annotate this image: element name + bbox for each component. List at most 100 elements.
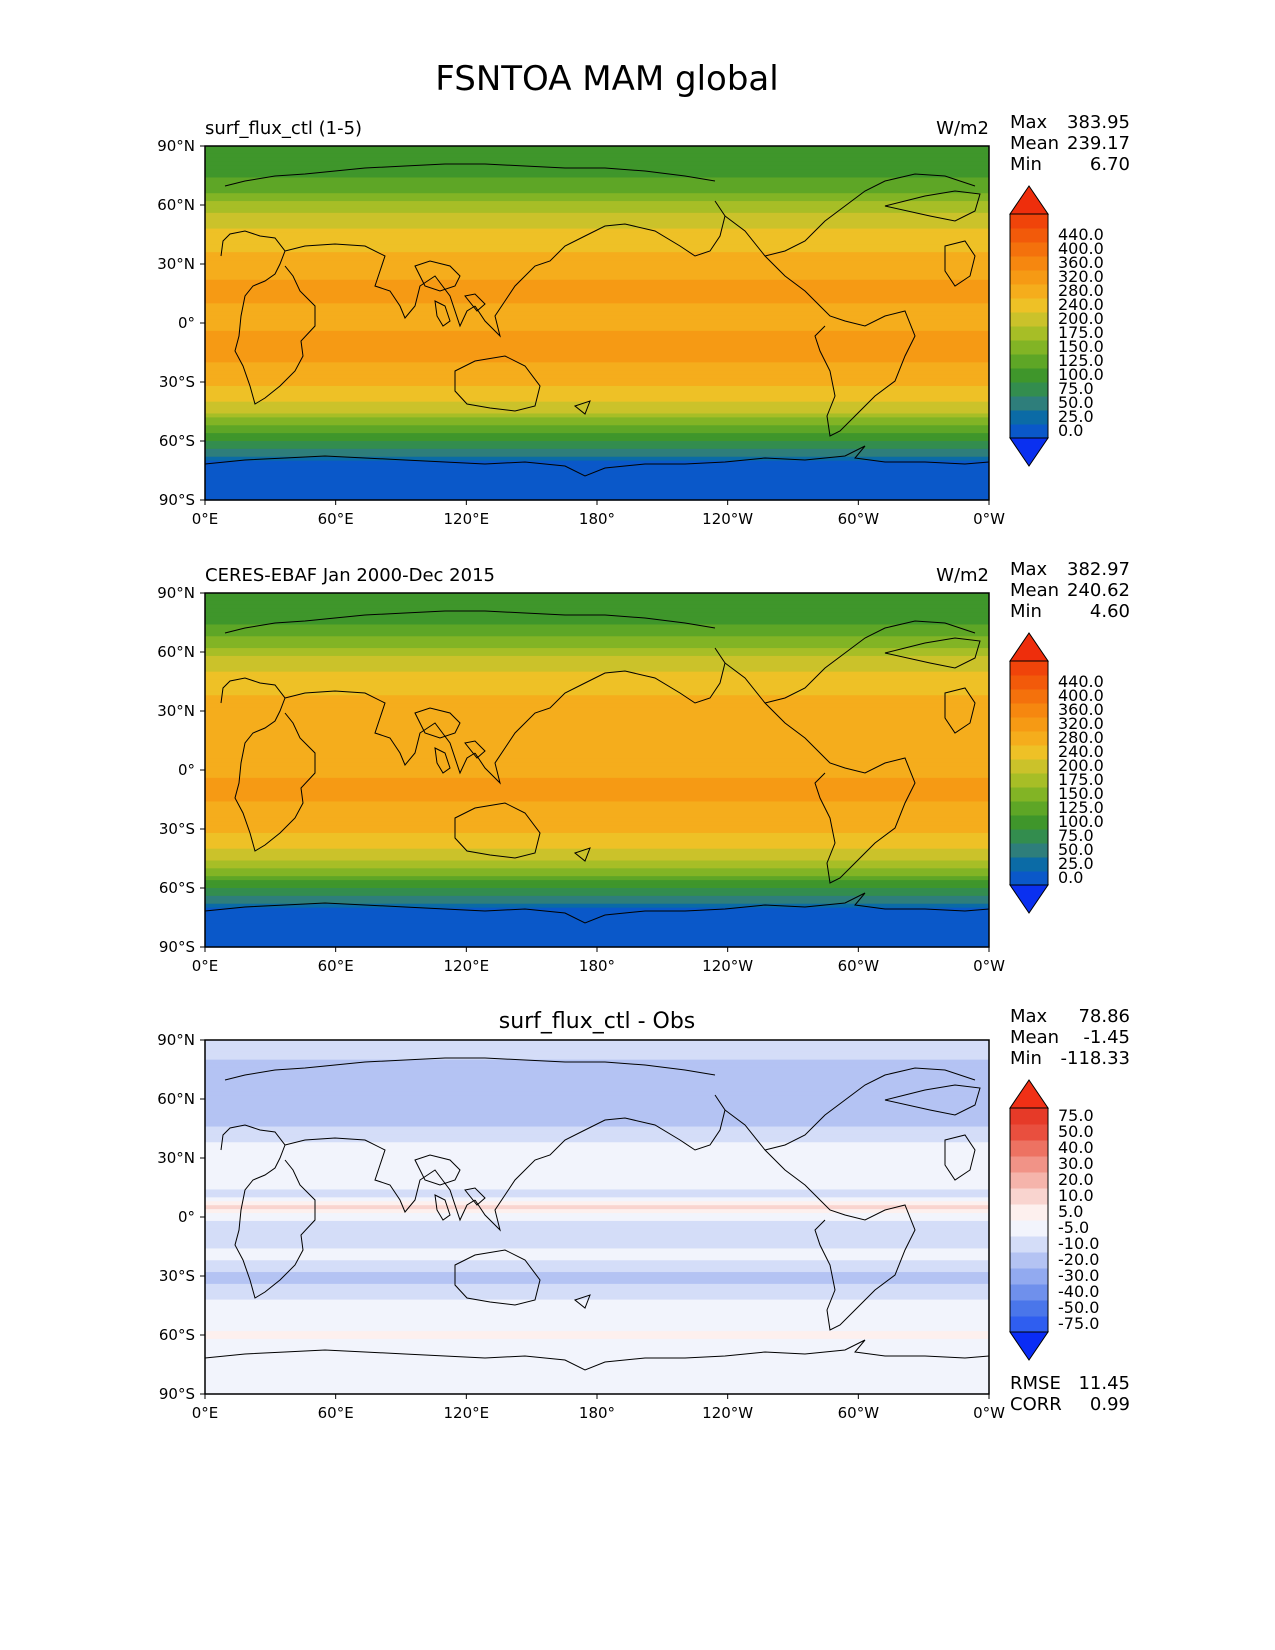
field-band [205,429,989,434]
stat-label: Max [1010,559,1048,580]
colorbar-swatch [1010,731,1048,746]
field-band [205,1095,989,1100]
field-band [205,655,989,661]
field-band [205,267,989,273]
field-band [205,1354,989,1360]
field-band [205,793,989,799]
map-panel-1: surf_flux_ctl (1-5) W/m2 0°E 60°E 120°E 180° 1… [157,112,1130,528]
colorbar-tick-label: 240.0 [1058,295,1104,314]
colorbar-swatch [1010,298,1048,313]
field-band [205,1232,989,1238]
field-band [205,1134,989,1139]
y-tick-label: 30°N [157,702,195,720]
field-band [205,244,989,249]
field-band [205,891,989,897]
field-band [205,291,989,297]
field-band [205,1099,989,1104]
field-band [205,809,989,814]
x-tick-label: 60°W [838,510,880,528]
field-band [205,1248,989,1253]
field-band [205,730,989,736]
colorbar-swatch [1010,382,1048,397]
y-tick-label: 30°S [159,820,195,838]
y-tick-label: 60°N [157,196,195,214]
field-band [205,1323,989,1328]
field-band [205,939,989,944]
field-band [205,644,989,649]
field-band [205,1327,989,1332]
colorbar-extend-max [1009,632,1049,662]
y-tick-label: 60°S [159,1326,195,1344]
field-band [205,766,989,771]
field-band [205,260,989,265]
field-band [205,1185,989,1191]
field-band [205,880,989,885]
x-tick-label: 120°E [444,1404,490,1422]
field-band [205,397,989,403]
colorbar-tick-label: 10.0 [1058,1186,1094,1205]
field-band [205,832,989,838]
field-band [205,338,989,344]
colorbar-frame [1009,1107,1049,1333]
colorbar-swatch [1010,1172,1048,1189]
colorbar-tick-label: 240.0 [1058,742,1104,761]
x-tick-label: 60°E [318,510,354,528]
field-band [205,1256,989,1261]
stat-label: Min [1010,1048,1042,1069]
y-tick-label: 30°S [159,373,195,391]
field-band [205,1311,989,1316]
colorbar-tick-label: 175.0 [1058,770,1104,789]
field-band [205,711,989,716]
field-band [205,652,989,657]
colorbar-swatch [1010,410,1048,425]
colorbar-tick-label: -50.0 [1058,1298,1099,1317]
colorbar-swatch [1010,1124,1048,1141]
field-band [205,1087,989,1092]
field-band [205,593,989,598]
x-tick-label: 60°W [838,1404,880,1422]
field-band [205,492,989,497]
field-band [205,903,989,909]
colorbar-tick-label: 125.0 [1058,798,1104,817]
field-band [205,472,989,477]
field-band [205,413,989,418]
colorbar-tick-label: -30.0 [1058,1266,1099,1285]
field-band [205,746,989,751]
field-band [205,205,989,210]
colorbar-tick-label: 200.0 [1058,756,1104,775]
field-band [205,232,989,238]
colorbar-extend-max [1009,185,1049,215]
colorbar-swatch [1010,396,1048,411]
colorbar-swatch [1010,424,1048,439]
field-band [205,1374,989,1379]
field-band [205,1071,989,1076]
field-band [205,201,989,206]
field-band [205,923,989,928]
field-band [205,1260,989,1265]
field-band [205,899,989,905]
field-band [205,252,989,257]
panel-title: surf_flux_ctl (1-5) [205,118,362,139]
field-band [205,378,989,383]
y-tick-label: 0° [178,1208,195,1226]
colorbar-tick-label: 320.0 [1058,267,1104,286]
colorbar-tick-label: 30.0 [1058,1154,1094,1173]
stat-value: -1.45 [1083,1027,1130,1048]
colorbar-tick-label: 125.0 [1058,351,1104,370]
stat-value: 240.62 [1067,580,1130,601]
colorbar-tick-label: 200.0 [1058,309,1104,328]
map-field [205,1040,989,1395]
y-tick-label: 30°N [157,1149,195,1167]
colorbar-tick-label: 75.0 [1058,826,1094,845]
units-label: W/m2 [936,565,989,586]
field-band [205,1378,989,1383]
field-band [205,299,989,304]
field-band [205,456,989,462]
field-band [205,1272,989,1277]
field-band [205,911,989,917]
field-band [205,1217,989,1222]
stat-label: CORR [1010,1394,1062,1415]
field-band [205,401,989,407]
colorbar-tick-label: 360.0 [1058,253,1104,272]
y-tick-label: 90°S [159,1385,195,1403]
